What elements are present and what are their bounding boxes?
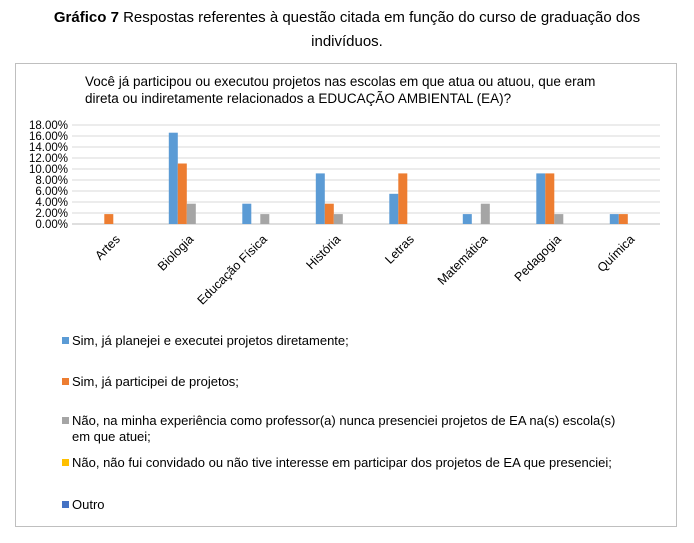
bar [618, 214, 628, 224]
bar [324, 203, 334, 224]
legend-swatch [62, 501, 69, 508]
legend-item: Não, na minha experiência como professor… [62, 413, 632, 445]
legend-swatch [62, 378, 69, 385]
x-tick-label: Artes [92, 232, 123, 263]
bar [260, 214, 270, 224]
y-tick-label: 8.00% [35, 175, 68, 187]
legend-swatch [62, 417, 69, 424]
legend-swatch [62, 459, 69, 466]
x-tick-label: Educação Física [195, 232, 270, 307]
legend-label: Outro [72, 497, 105, 512]
caption-text-line2: indivíduos. [311, 33, 383, 50]
bar [104, 214, 114, 224]
y-tick-label: 16.00% [29, 131, 68, 143]
figure-caption: Gráfico 7 Respostas referentes à questão… [0, 6, 694, 54]
legend-label: Sim, já participei de projetos; [72, 374, 239, 389]
bar [242, 203, 252, 224]
bar [168, 132, 178, 224]
bar [609, 214, 619, 224]
legend-label: Sim, já planejei e executei projetos dir… [72, 333, 349, 348]
caption-text: Respostas referentes à questão citada em… [118, 9, 641, 26]
bar [480, 203, 490, 224]
y-tick-label: 12.00% [29, 153, 68, 165]
chart-title: Você já participou ou executou projetos … [85, 74, 596, 106]
legend-swatch [62, 337, 69, 344]
y-tick-label: 6.00% [35, 186, 68, 198]
legend-item: Sim, já participei de projetos; [62, 374, 632, 390]
y-tick-label: 18.00% [29, 120, 68, 132]
legend-item: Outro [62, 497, 632, 513]
y-tick-label: 10.00% [29, 164, 68, 176]
bar [177, 163, 187, 224]
y-tick-label: 14.00% [29, 142, 68, 154]
bar [545, 173, 555, 224]
bar [333, 214, 343, 224]
bar [554, 214, 564, 224]
bar [389, 193, 399, 225]
legend-label: Não, não fui convidado ou não tive inter… [72, 455, 612, 470]
x-tick-label: Pedagogia [512, 232, 564, 284]
x-tick-label: Matemática [435, 232, 491, 288]
y-tick-label: 2.00% [35, 208, 68, 220]
y-tick-label: 4.00% [35, 197, 68, 209]
x-tick-label: Biologia [155, 232, 196, 273]
bar [536, 173, 546, 224]
legend-item: Não, não fui convidado ou não tive inter… [62, 455, 632, 471]
bar [186, 203, 196, 224]
y-tick-label: 0.00% [35, 219, 68, 231]
bar [462, 214, 472, 224]
x-tick-label: Química [595, 232, 638, 275]
caption-prefix: Gráfico 7 [53, 9, 119, 26]
bar [315, 173, 325, 224]
chart-frame [15, 63, 677, 527]
x-tick-label: Letras [382, 232, 416, 266]
legend-item: Sim, já planejei e executei projetos dir… [62, 333, 632, 349]
x-tick-label: História [304, 232, 344, 272]
bar [398, 173, 408, 224]
legend-label: Não, na minha experiência como professor… [72, 413, 616, 444]
